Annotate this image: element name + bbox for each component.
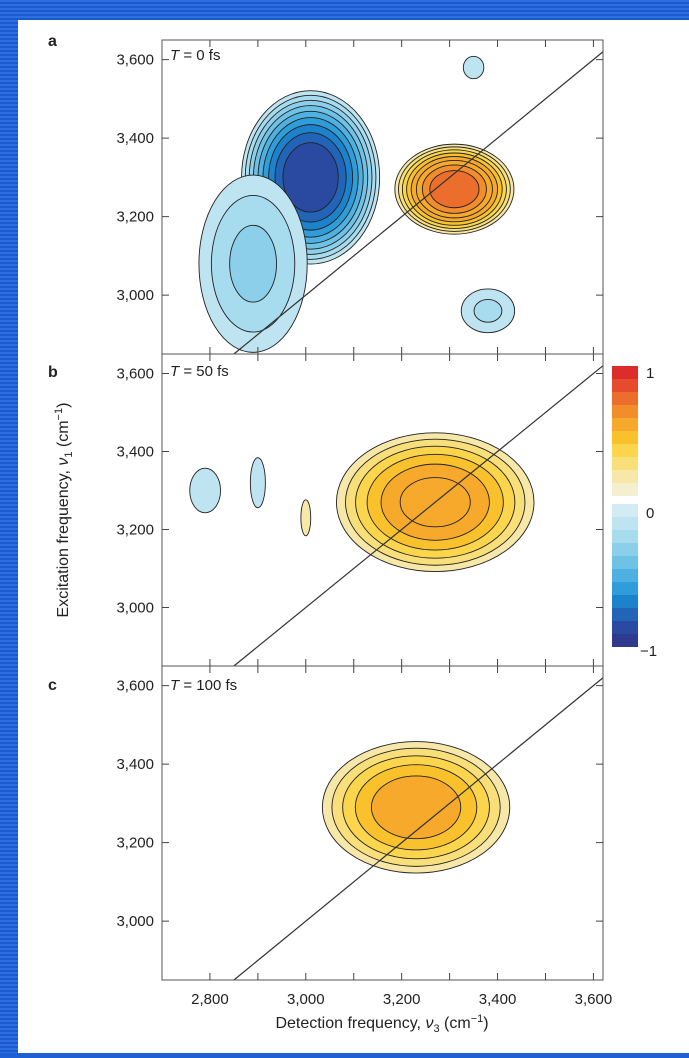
contour-feature [300, 499, 312, 537]
contour-feature [249, 457, 266, 509]
contour-level [300, 499, 312, 537]
colorbar-mid-label: 0 [646, 505, 654, 522]
contour-level [229, 224, 277, 303]
x-tick-label: 3,200 [383, 991, 421, 1008]
contour-feature [198, 174, 308, 353]
panel-a-contours [198, 55, 516, 353]
contour-level [473, 298, 503, 323]
contour-level [282, 142, 339, 213]
contour-level [189, 467, 221, 514]
panel-b-time-label: T = 50 fs [170, 363, 229, 380]
colorbar-swatch-positive [612, 431, 638, 444]
y-tick-label: 3,400 [116, 130, 154, 147]
y-tick-label: 3,600 [116, 678, 154, 695]
contour-feature [460, 288, 516, 334]
colorbar-swatch-positive [612, 392, 638, 405]
contour-feature [462, 55, 485, 80]
panel-c-time-label: T = 100 fs [170, 677, 237, 694]
colorbar-min-label: −1 [640, 643, 657, 660]
contour-feature [394, 143, 515, 235]
contour-level [429, 170, 480, 209]
y-tick-label: 3,400 [116, 444, 154, 461]
panel-c: 3,600 3,400 3,200 3,000 2,800 3,000 3,200 3,400… [48, 665, 612, 1008]
panel-a-letter: a [48, 33, 57, 50]
contour-feature [321, 741, 511, 874]
colorbar-swatch-negative [612, 530, 638, 543]
panel-b-letter: b [48, 364, 58, 381]
y-tick-label: 3,200 [116, 835, 154, 852]
panel-c-diagonal-line [233, 677, 604, 981]
colorbar-swatch-negative [612, 608, 638, 621]
y-tick-label: 3,200 [116, 209, 154, 226]
panel-b-diagonal-line [233, 365, 604, 667]
panel-c-contours [321, 741, 511, 874]
colorbar-swatch-positive [612, 444, 638, 457]
colorbar-swatch-negative [612, 569, 638, 582]
colorbar-swatch-negative [612, 517, 638, 530]
colorbar-swatch-positive [612, 483, 638, 496]
colorbar-swatch-negative [612, 504, 638, 517]
colorbar-max-label: 1 [646, 365, 654, 382]
colorbar-swatch-positive [612, 405, 638, 418]
panel-b: 3,600 3,400 3,200 3,000 b T = 50 fs [48, 353, 604, 667]
panel-c-letter: c [48, 677, 57, 694]
y-tick-label: 3,000 [116, 287, 154, 304]
panel-c-frame [161, 665, 604, 981]
panel-a-diagonal-line [233, 51, 604, 355]
colorbar-swatch-negative [612, 595, 638, 608]
x-axis-label: Detection frequency, ν3 (cm−1) [275, 1013, 488, 1035]
x-tick-label: 2,800 [191, 991, 229, 1008]
figure: 3,600 3,400 3,200 3,000 a T = 0 fs 3,600 3,4… [18, 20, 689, 1053]
contour-level [370, 775, 462, 840]
colorbar-swatch-positive [612, 457, 638, 470]
panel-a-time-label: T = 0 fs [170, 47, 220, 64]
colorbar-swatch-positive [612, 470, 638, 483]
colorbar-swatch-negative [612, 543, 638, 556]
y-tick-label: 3,200 [116, 522, 154, 539]
contour-feature [189, 467, 221, 514]
panel-a: 3,600 3,400 3,200 3,000 a T = 0 fs [48, 33, 604, 355]
y-tick-label: 3,600 [116, 366, 154, 383]
y-tick-label: 3,000 [116, 600, 154, 617]
panel-a-ticks: 3,600 3,400 3,200 3,000 [116, 40, 603, 354]
figure-svg: 3,600 3,400 3,200 3,000 a T = 0 fs 3,600 3,4… [48, 33, 657, 1035]
colorbar-swatch-positive [612, 379, 638, 392]
colorbar-swatch-positive [612, 366, 638, 379]
y-axis-label: Excitation frequency, ν1 (cm−1) [53, 403, 75, 618]
colorbar: 1 0 −1 [612, 365, 657, 660]
panel-c-ticks: 3,600 3,400 3,200 3,000 2,800 3,000 3,200 3,400… [116, 666, 612, 1008]
colorbar-swatch-negative [612, 556, 638, 569]
colorbar-swatch-negative [612, 621, 638, 634]
y-tick-label: 3,000 [116, 913, 154, 930]
panel-b-contours [189, 432, 535, 573]
colorbar-swatches [612, 366, 638, 647]
contour-level [462, 55, 485, 80]
x-tick-label: 3,000 [287, 991, 325, 1008]
colorbar-swatch-negative [612, 634, 638, 647]
x-tick-label: 3,400 [479, 991, 517, 1008]
x-tick-label: 3,600 [575, 991, 613, 1008]
contour-level [249, 457, 266, 509]
y-tick-label: 3,400 [116, 756, 154, 773]
colorbar-swatch-positive [612, 418, 638, 431]
panel-b-ticks: 3,600 3,400 3,200 3,000 [116, 354, 603, 666]
y-tick-label: 3,600 [116, 52, 154, 69]
colorbar-swatch-negative [612, 582, 638, 595]
